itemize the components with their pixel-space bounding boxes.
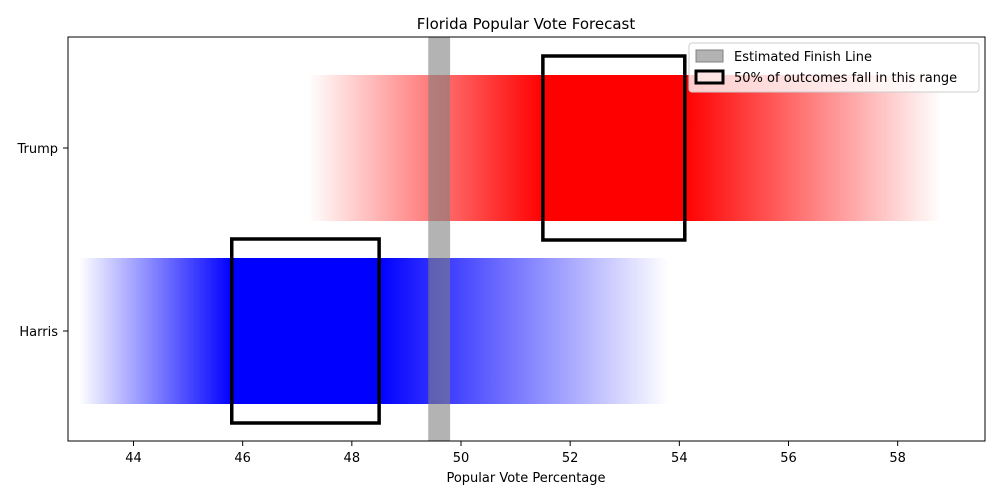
x-axis-label: Popular Vote Percentage <box>446 471 605 486</box>
x-tick-label: 48 <box>344 451 361 466</box>
y-tick-label: Harris <box>19 325 58 340</box>
iqr-boxes-layer <box>230 54 687 425</box>
bars-layer <box>78 75 942 404</box>
legend: Estimated Finish Line 50% of outcomes fa… <box>688 42 980 93</box>
x-tick-label: 54 <box>671 451 688 466</box>
legend-frame <box>688 42 980 93</box>
finish-line-layer <box>428 37 451 441</box>
iqr-box-harris <box>230 237 381 425</box>
y-tick-label: Trump <box>16 142 58 157</box>
x-tick-label: 44 <box>125 451 142 466</box>
bar-harris <box>78 258 669 404</box>
x-tick-label: 58 <box>889 451 906 466</box>
x-tick-label: 50 <box>453 451 470 466</box>
legend-label-iqr: 50% of outcomes fall in this range <box>734 71 957 86</box>
finish-line-band <box>428 37 451 441</box>
y-axis-ticks: Trump Harris <box>16 142 68 340</box>
plot-frame <box>67 36 986 442</box>
x-axis-ticks: 44 46 48 50 52 54 56 58 <box>125 441 906 466</box>
x-tick-label: 46 <box>234 451 251 466</box>
legend-swatch-finish-line <box>695 49 724 63</box>
iqr-box-trump <box>541 54 687 242</box>
x-tick-label: 56 <box>780 451 797 466</box>
legend-label-finish-line: Estimated Finish Line <box>734 50 872 65</box>
legend-swatch-iqr <box>694 69 725 85</box>
x-tick-label: 52 <box>562 451 579 466</box>
bar-trump <box>308 75 942 221</box>
chart-title: Florida Popular Vote Forecast <box>417 15 636 33</box>
